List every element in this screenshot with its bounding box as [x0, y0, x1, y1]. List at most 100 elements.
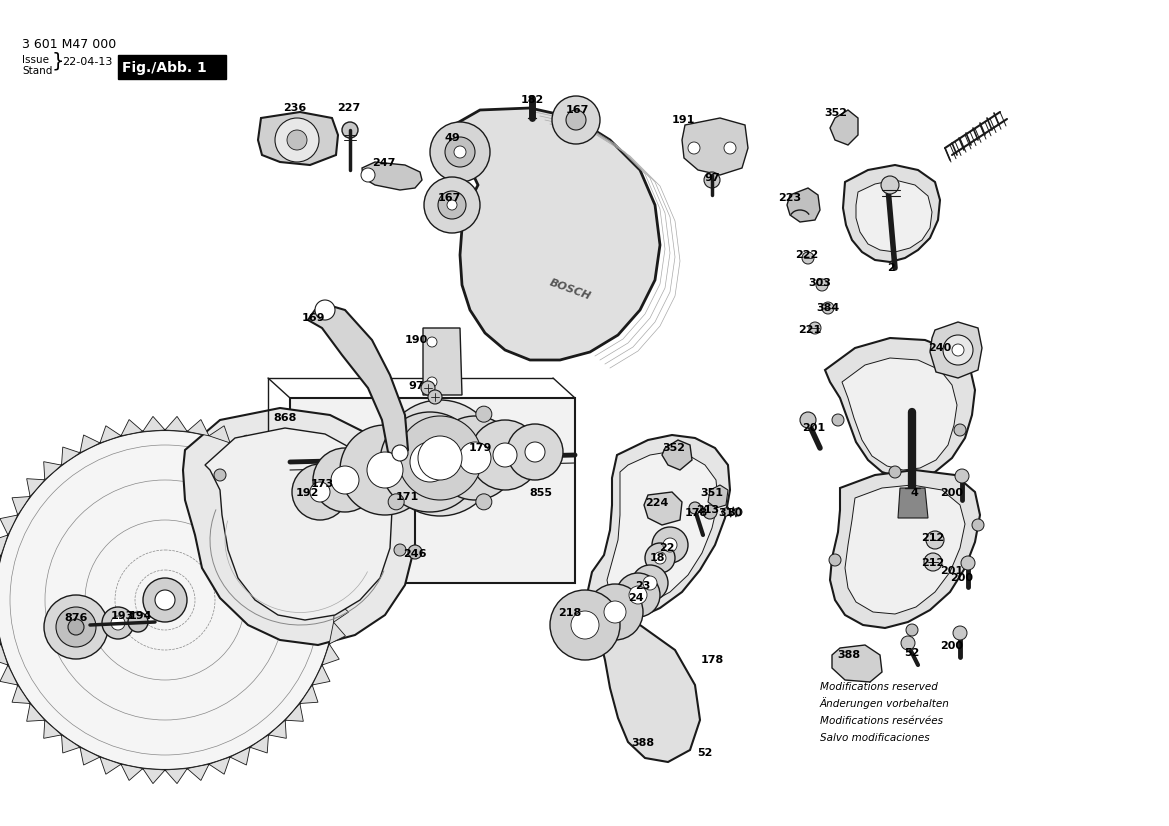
- Polygon shape: [362, 162, 422, 190]
- Polygon shape: [843, 165, 940, 262]
- Text: 22-04-13: 22-04-13: [62, 57, 112, 67]
- Polygon shape: [250, 447, 269, 465]
- Circle shape: [724, 142, 736, 154]
- Circle shape: [433, 416, 517, 500]
- Polygon shape: [0, 644, 8, 665]
- Circle shape: [419, 436, 462, 480]
- Text: 352: 352: [663, 443, 685, 453]
- Polygon shape: [165, 768, 187, 784]
- Text: 194: 194: [129, 611, 152, 621]
- Circle shape: [102, 607, 134, 639]
- Polygon shape: [12, 685, 30, 704]
- Polygon shape: [330, 622, 346, 644]
- Circle shape: [428, 390, 442, 404]
- Text: 191: 191: [671, 115, 694, 125]
- Polygon shape: [187, 764, 209, 781]
- Circle shape: [888, 466, 901, 478]
- Text: Issue: Issue: [22, 55, 49, 65]
- Polygon shape: [250, 735, 269, 753]
- Text: Modifications reserved: Modifications reserved: [819, 682, 938, 692]
- Polygon shape: [845, 485, 964, 614]
- Polygon shape: [27, 704, 44, 721]
- Circle shape: [604, 601, 627, 623]
- Circle shape: [809, 322, 821, 334]
- FancyBboxPatch shape: [118, 55, 226, 79]
- Text: 388: 388: [631, 738, 655, 748]
- Text: Fig./Abb. 1: Fig./Abb. 1: [122, 61, 207, 75]
- Circle shape: [722, 508, 729, 516]
- Circle shape: [704, 172, 720, 188]
- Polygon shape: [285, 479, 303, 496]
- Circle shape: [645, 543, 675, 573]
- Polygon shape: [122, 764, 143, 781]
- Polygon shape: [187, 420, 209, 436]
- Text: Stand: Stand: [22, 66, 53, 76]
- Circle shape: [632, 565, 667, 601]
- Circle shape: [643, 576, 657, 590]
- Text: 236: 236: [283, 103, 306, 113]
- Circle shape: [388, 406, 404, 422]
- Circle shape: [44, 595, 108, 659]
- Circle shape: [734, 508, 742, 516]
- Circle shape: [881, 176, 899, 194]
- Circle shape: [447, 200, 457, 210]
- Text: 167: 167: [566, 105, 589, 115]
- Polygon shape: [832, 645, 881, 682]
- Circle shape: [427, 377, 437, 387]
- Polygon shape: [12, 496, 30, 515]
- Text: 218: 218: [559, 608, 582, 618]
- Polygon shape: [588, 435, 729, 620]
- Circle shape: [454, 146, 466, 158]
- Polygon shape: [445, 108, 660, 360]
- Text: 224: 224: [645, 498, 669, 508]
- Circle shape: [397, 416, 482, 500]
- Polygon shape: [285, 704, 303, 721]
- Text: 22: 22: [659, 543, 675, 553]
- Polygon shape: [333, 600, 348, 622]
- Circle shape: [507, 424, 563, 480]
- Polygon shape: [333, 578, 348, 600]
- Text: 212: 212: [921, 558, 945, 568]
- Text: 190: 190: [404, 335, 428, 345]
- Circle shape: [331, 466, 359, 494]
- Polygon shape: [323, 535, 339, 556]
- Polygon shape: [205, 428, 392, 620]
- Text: 52: 52: [698, 748, 713, 758]
- Polygon shape: [300, 685, 318, 704]
- Text: 178: 178: [700, 655, 724, 665]
- Circle shape: [155, 590, 175, 610]
- Circle shape: [394, 544, 406, 556]
- Text: 222: 222: [795, 250, 818, 260]
- Text: 52: 52: [905, 648, 920, 658]
- Polygon shape: [607, 452, 718, 607]
- Text: 178: 178: [684, 508, 707, 518]
- Circle shape: [343, 122, 358, 138]
- Polygon shape: [787, 188, 819, 222]
- Polygon shape: [143, 768, 165, 784]
- Polygon shape: [825, 338, 975, 478]
- Circle shape: [800, 412, 816, 428]
- Circle shape: [570, 611, 599, 639]
- Circle shape: [470, 420, 540, 490]
- Circle shape: [525, 442, 545, 462]
- Circle shape: [924, 553, 942, 571]
- Polygon shape: [423, 328, 462, 395]
- Text: Salvo modificaciones: Salvo modificaciones: [819, 733, 929, 743]
- Polygon shape: [708, 485, 728, 508]
- Circle shape: [430, 122, 490, 182]
- Circle shape: [829, 554, 841, 566]
- Text: 97: 97: [408, 381, 424, 391]
- Text: 351: 351: [700, 488, 724, 498]
- Text: 223: 223: [779, 193, 802, 203]
- Text: 171: 171: [395, 492, 419, 502]
- Circle shape: [0, 430, 336, 770]
- Text: 876: 876: [64, 613, 88, 623]
- Text: 388: 388: [837, 650, 860, 660]
- Circle shape: [926, 531, 945, 549]
- Circle shape: [629, 586, 646, 604]
- Polygon shape: [99, 757, 122, 774]
- Text: 868: 868: [274, 413, 297, 423]
- Text: 182: 182: [520, 95, 544, 105]
- Polygon shape: [830, 470, 980, 628]
- Circle shape: [292, 464, 348, 520]
